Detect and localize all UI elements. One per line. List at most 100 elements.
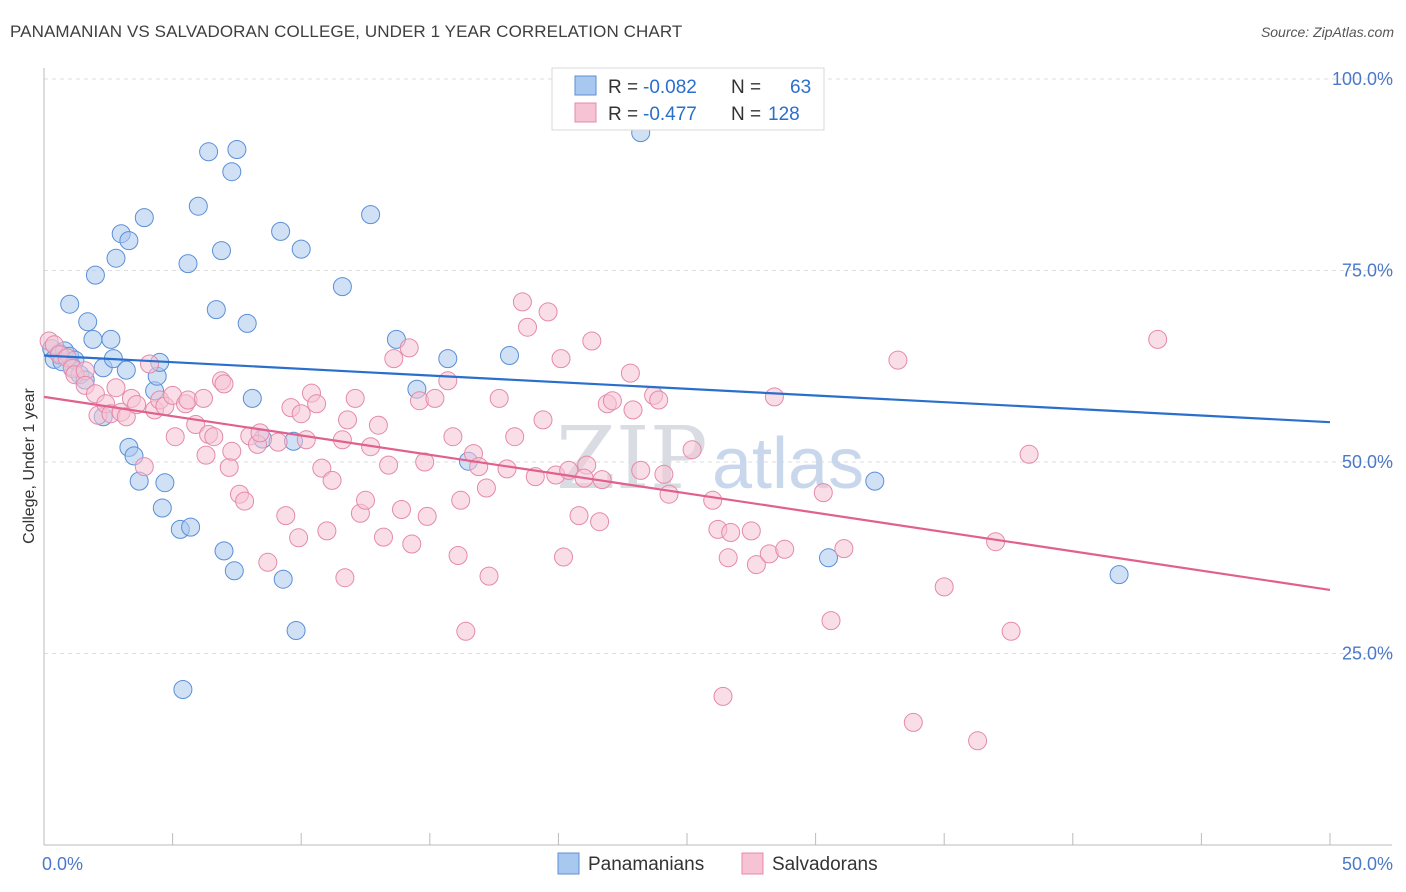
salvadoran-point [374,527,393,547]
panamanian-point [271,221,291,241]
panamanian-point [152,498,172,518]
salvadoran-point [888,350,908,370]
legend-n-value: 63 [790,77,811,98]
panamanian-point [500,346,519,365]
grid-lines [44,78,1392,654]
salvadoran-point [368,415,388,435]
salvadoran-point [518,317,537,337]
panamanian-point [83,329,103,349]
salvadoran-point [703,490,723,510]
salvadoran-point [289,528,309,548]
salvadoran-point [659,484,679,504]
salvadoran-point [746,555,766,575]
salvadoran-point [456,621,476,641]
salvadoran-point [505,427,525,447]
watermark-atlas: atlas [712,424,864,504]
panamanian-point [438,349,458,369]
y-tick-label: 25.0% [1342,644,1393,664]
series-legend: Panamanians Salvadorans [557,852,878,875]
panamanian-point [212,241,231,261]
salvadoran-point [219,457,239,477]
panamanian-point [173,680,193,699]
panamanian-point [1109,565,1129,585]
salvadoran-point [451,490,471,510]
panamanian-point [106,248,126,268]
panamanian-point [116,360,136,380]
salvadoran-point [718,548,738,568]
salvadoran-point [654,464,674,484]
legend-r-value: -0.082 [643,77,697,98]
salvadoran-point [335,568,355,588]
trend-line-salvadorans [43,395,1331,592]
salvadoran-point [1148,329,1168,349]
salvadoran-point [307,394,327,414]
salvadoran-point [497,459,517,479]
salvadoran-point [438,371,458,391]
panamanian-point [819,548,838,568]
legend-swatch-pink [574,102,597,123]
panamanian-point [222,162,242,182]
panamanian-point [332,277,352,297]
legend-swatch-salvadorans [741,852,764,875]
salvadoran-point [489,388,509,408]
salvadoran-point [312,458,332,478]
salvadoran-point [399,338,419,358]
x-tick-label: 50.0% [1342,854,1393,874]
legend-n-label: N = [731,77,761,98]
panamanian-point [214,541,234,561]
salvadoran-point [476,478,496,498]
salvadoran-point [620,363,640,383]
salvadoran-point [1019,444,1039,464]
panamanian-point [60,294,80,314]
salvadoran-point [968,731,988,751]
salvadoran-point [721,523,741,542]
salvadoran-point [356,490,375,510]
panamanian-point [206,300,226,320]
salvadoran-point [379,455,399,475]
legend-n-label: N = [731,104,761,125]
panamanian-point [199,142,219,162]
chart-title: PANAMANIAN VS SALVADORAN COLLEGE, UNDER … [10,22,683,41]
legend-n-value: 128 [768,104,800,125]
y-tick-label: 50.0% [1342,452,1393,472]
source-credit: Source: ZipAtlas.com [1260,24,1394,40]
salvadoran-point [934,577,954,597]
legend-swatch-blue [574,75,597,96]
salvadoran-point [291,404,311,424]
salvadoran-point [443,427,463,447]
salvadoran-point [268,432,288,452]
trend-line-panamanians [43,354,1331,424]
panamanian-point [291,239,311,259]
legend-r-value: -0.477 [643,104,697,125]
salvadoran-point [106,378,126,398]
salvadoran-point [417,506,437,526]
salvadoran-point [554,547,573,567]
salvadoran-point [392,500,411,519]
salvadoran-point [775,539,795,559]
legend-r-label: R = [608,104,638,125]
salvadoran-point [538,302,558,322]
salvadoran-point [134,457,154,477]
panamanian-point [155,473,175,493]
panamanian-point [188,196,208,216]
salvadoran-point [649,390,669,410]
panamanian-point [101,329,121,349]
salvadoran-point [140,354,159,374]
salvadoran-point [903,712,923,732]
y-axis-title: College, Under 1 year [21,388,38,544]
salvadoran-point [222,441,242,461]
legend-swatch-panamanians [557,852,580,875]
panamanian-point [181,517,201,537]
salvadoran-point [317,521,337,541]
y-tick-label: 75.0% [1342,261,1393,281]
panamanian-point [85,265,105,285]
legend-label-panamanians: Panamanians [588,854,704,875]
salvadoran-point [322,470,342,490]
salvadoran-point [296,430,316,450]
series-panamanians [42,77,1129,699]
salvadoran-point [834,539,854,559]
panamanian-point [119,231,139,251]
salvadoran-point [631,460,651,480]
y-tick-labels: 25.0% 50.0% 75.0% 100.0% [1332,69,1393,664]
